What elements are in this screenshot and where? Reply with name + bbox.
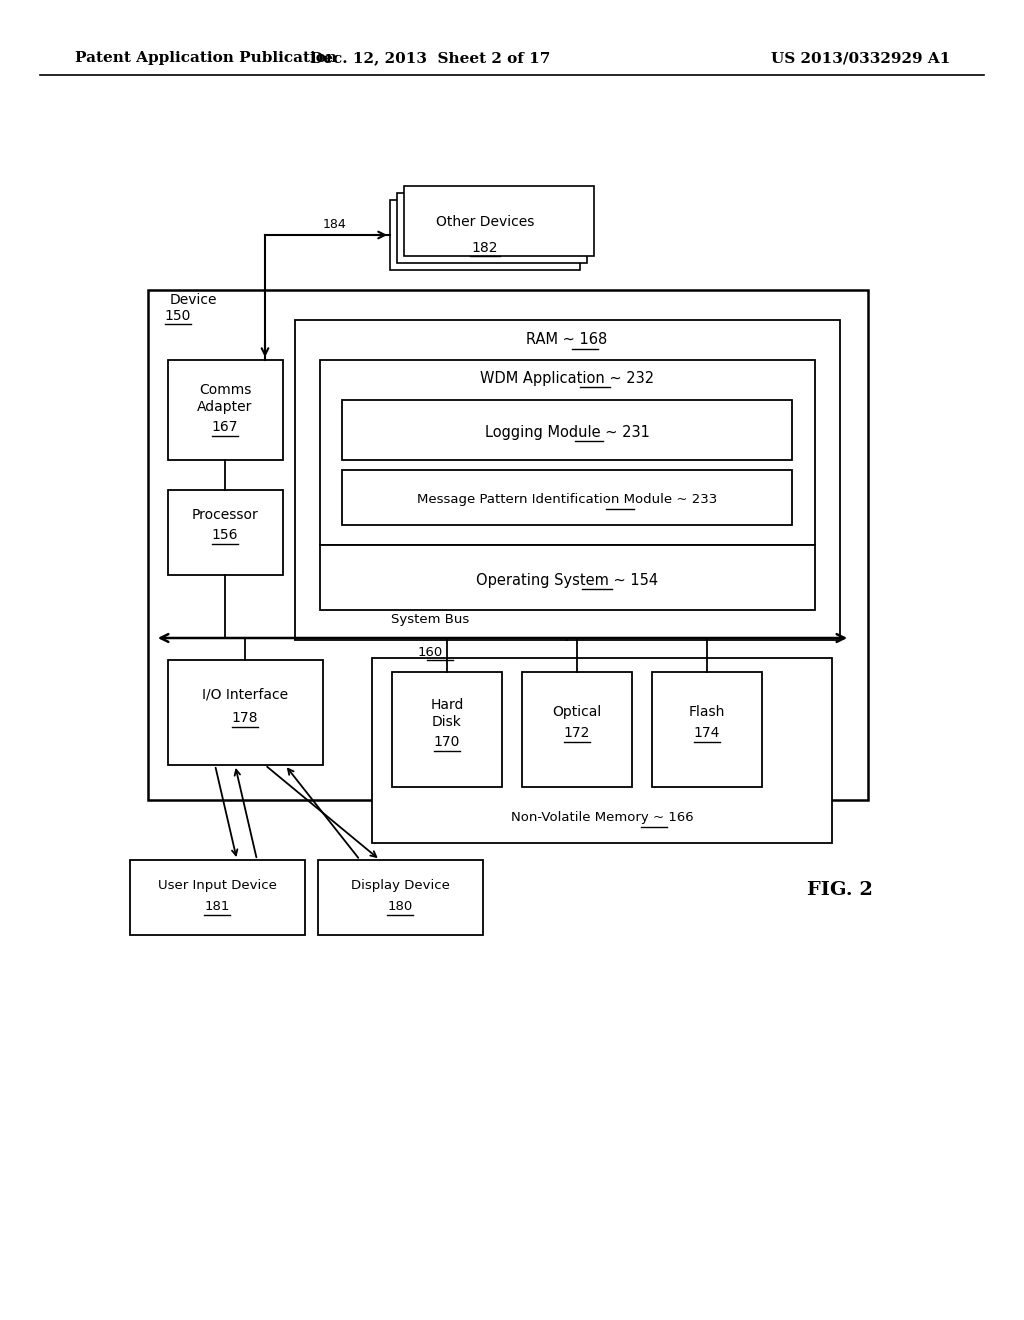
Text: Patent Application Publication: Patent Application Publication <box>75 51 337 65</box>
Bar <box>392 672 502 787</box>
Text: 156: 156 <box>212 528 239 543</box>
Text: Message Pattern Identification Module ~ 233: Message Pattern Identification Module ~ … <box>417 494 717 507</box>
Text: User Input Device: User Input Device <box>158 879 276 891</box>
Text: RAM ~ 168: RAM ~ 168 <box>526 333 607 347</box>
Bar <box>397 193 587 263</box>
Text: 181: 181 <box>205 899 229 912</box>
Text: Display Device: Display Device <box>350 879 450 891</box>
Bar <box>522 672 632 787</box>
Text: Other Devices: Other Devices <box>436 215 535 228</box>
Text: I/O Interface: I/O Interface <box>202 688 288 702</box>
Text: Hard: Hard <box>430 698 464 711</box>
Bar <box>342 400 792 459</box>
Bar <box>404 186 594 256</box>
Text: 150: 150 <box>165 309 191 323</box>
Text: FIG. 2: FIG. 2 <box>807 880 872 899</box>
Bar <box>168 490 283 576</box>
Bar <box>342 470 792 525</box>
Bar <box>390 201 580 271</box>
Text: System Bus: System Bus <box>391 614 469 627</box>
Text: WDM Application ~ 232: WDM Application ~ 232 <box>480 371 654 385</box>
Text: Disk: Disk <box>432 715 462 729</box>
Text: Logging Module ~ 231: Logging Module ~ 231 <box>484 425 649 440</box>
Text: Processor: Processor <box>191 508 258 521</box>
Text: 174: 174 <box>694 726 720 741</box>
Text: 170: 170 <box>434 735 460 748</box>
Text: US 2013/0332929 A1: US 2013/0332929 A1 <box>771 51 950 65</box>
Text: 167: 167 <box>212 420 239 434</box>
Text: Dec. 12, 2013  Sheet 2 of 17: Dec. 12, 2013 Sheet 2 of 17 <box>310 51 550 65</box>
Text: Optical: Optical <box>552 705 602 719</box>
Bar <box>295 319 840 640</box>
Text: Device: Device <box>170 293 217 308</box>
Bar <box>130 861 305 935</box>
Bar <box>318 861 483 935</box>
Bar <box>168 660 323 766</box>
Bar <box>168 360 283 459</box>
Bar <box>319 360 815 545</box>
Text: 172: 172 <box>564 726 590 741</box>
Text: Flash: Flash <box>689 705 725 719</box>
Text: Comms: Comms <box>199 383 251 397</box>
Text: Adapter: Adapter <box>198 400 253 414</box>
Text: 178: 178 <box>231 711 258 725</box>
Text: 180: 180 <box>387 899 413 912</box>
Bar <box>652 672 762 787</box>
Bar <box>148 290 868 800</box>
Bar <box>319 545 815 610</box>
Text: Operating System ~ 154: Operating System ~ 154 <box>476 573 658 587</box>
Text: 182: 182 <box>472 242 499 255</box>
Text: 160: 160 <box>418 645 442 659</box>
Bar <box>372 657 831 843</box>
Text: 184: 184 <box>324 219 347 231</box>
Text: Non-Volatile Memory ~ 166: Non-Volatile Memory ~ 166 <box>511 812 693 825</box>
